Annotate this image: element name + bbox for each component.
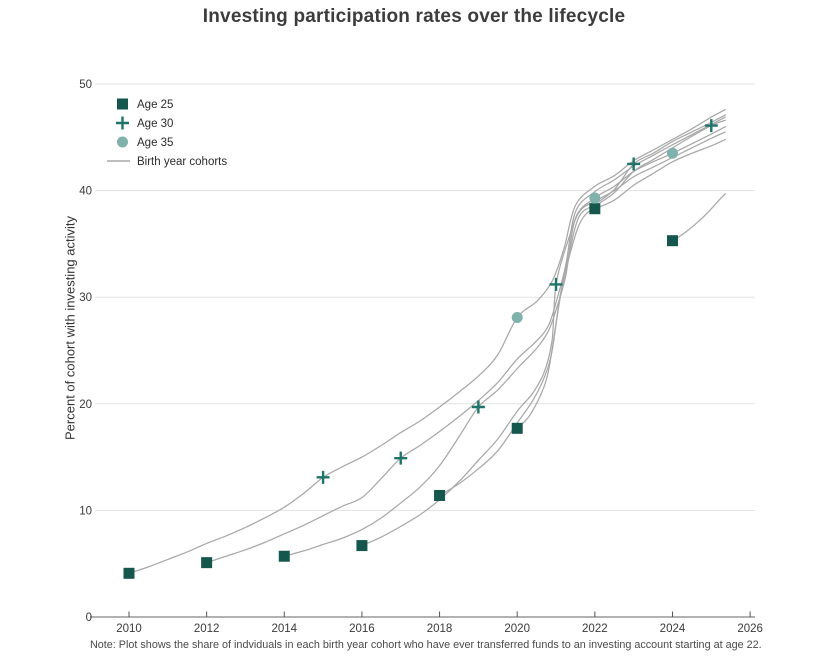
age-35-marker-2024 xyxy=(666,147,678,159)
x-tick-label-2022: 2022 xyxy=(582,623,608,635)
x-tick-label-2012: 2012 xyxy=(194,623,220,635)
age-30-marker-2019 xyxy=(471,400,485,414)
legend-age-30-icon xyxy=(116,116,129,130)
age-35-marker-2022 xyxy=(589,192,601,204)
x-tick-label-2010: 2010 xyxy=(116,623,142,635)
y-tick-label-30: 30 xyxy=(79,292,92,304)
legend-age-30-label: Age 30 xyxy=(137,118,173,130)
x-tick-label-2018: 2018 xyxy=(427,623,453,635)
y-axis-ticks: 0 10 20 30 40 50 xyxy=(79,79,92,624)
cohort-line-2 xyxy=(206,116,726,564)
legend-age-25-label: Age 25 xyxy=(137,99,173,111)
age-30-marker-2025 xyxy=(704,119,718,133)
cohort-line-6 xyxy=(516,119,726,429)
y-tick-label-10: 10 xyxy=(79,505,92,517)
cohort-line-5 xyxy=(438,114,726,497)
age-25-marker-2010 xyxy=(123,567,135,579)
x-tick-label-2020: 2020 xyxy=(504,623,530,635)
age-25-marker-2012 xyxy=(201,557,213,569)
age-30-marker-2023 xyxy=(627,157,641,171)
x-tick-label-2014: 2014 xyxy=(271,623,297,635)
age-25-marker-2024 xyxy=(666,235,678,247)
legend-age-35-icon xyxy=(117,136,128,148)
age-25-marker-2020 xyxy=(511,422,523,434)
x-tick-label-2024: 2024 xyxy=(660,623,686,635)
age-markers xyxy=(123,119,718,579)
y-tick-label-50: 50 xyxy=(79,79,92,91)
cohort-line-1 xyxy=(128,108,726,574)
footnote: Note: Plot shows the share of indviduals… xyxy=(90,639,762,651)
cohort-line-7 xyxy=(594,138,726,210)
legend-age-25-icon xyxy=(117,98,128,110)
age-25-marker-2022 xyxy=(589,203,601,215)
age-25-marker-2014 xyxy=(278,550,290,562)
age-25-marker-2018 xyxy=(434,489,446,501)
x-axis-ticks: 2010 2012 2014 2016 2018 2020 2022 2024 2026 xyxy=(116,611,763,635)
cohort-lines xyxy=(128,108,726,574)
cohort-line-4 xyxy=(361,131,726,547)
y-tick-label-20: 20 xyxy=(79,399,92,411)
chart-title: Investing participation rates over the l… xyxy=(202,6,626,27)
gridlines xyxy=(95,83,755,511)
age-30-marker-2017 xyxy=(394,451,408,465)
legend-birth-year-cohorts-label: Birth year cohorts xyxy=(137,156,227,168)
cohort-line-8 xyxy=(671,193,726,242)
y-tick-label-0: 0 xyxy=(86,612,92,624)
age-25-marker-2016 xyxy=(356,540,368,552)
legend-age-35-label: Age 35 xyxy=(137,137,173,149)
x-tick-label-2016: 2016 xyxy=(349,623,375,635)
legend: Age 25 Age 30 Age 35 Birth year cohorts xyxy=(107,98,227,168)
x-tick-label-2026: 2026 xyxy=(737,623,763,635)
y-tick-label-40: 40 xyxy=(79,186,92,198)
age-30-marker-2021 xyxy=(549,277,563,291)
age-30-marker-2015 xyxy=(316,470,330,484)
age-35-marker-2020 xyxy=(511,311,523,323)
